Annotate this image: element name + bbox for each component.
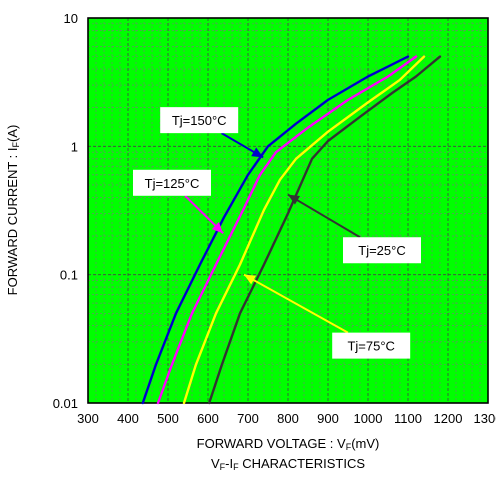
annotation-label: Tj=125°C — [145, 176, 200, 191]
annotation-label: Tj=150°C — [172, 113, 227, 128]
annotation-label: Tj=75°C — [347, 339, 394, 354]
annotations: Tj=150°C Tj=125°C Tj=25°C Tj=75°C — [133, 107, 421, 359]
x-tick-label: 900 — [317, 411, 339, 426]
x-axis-label: FORWARD VOLTAGE : VF(mV) — [196, 436, 380, 452]
y-tick-label: 0.01 — [53, 396, 78, 411]
annotation-arrowhead — [244, 274, 257, 285]
annotation-arrowhead — [288, 194, 301, 205]
x-tick-label: 700 — [237, 411, 259, 426]
y-axis-label-wrap: FORWARD CURRENT : IF(A) — [0, 40, 26, 380]
x-tick-label: 400 — [117, 411, 139, 426]
x-tick-label: 1100 — [394, 411, 422, 426]
annotation-arrow-line — [243, 273, 349, 334]
y-tick-label: 10 — [64, 11, 78, 26]
series-line — [207, 55, 442, 405]
x-tick-label: 1200 — [434, 411, 463, 426]
annotation-label: Tj=25°C — [358, 243, 405, 258]
series-group — [141, 55, 442, 405]
x-tick-label: 300 — [77, 411, 99, 426]
annotation-label-box — [332, 332, 411, 359]
annotation-arrow-line — [287, 193, 361, 239]
annotation-label-box — [160, 107, 239, 134]
y-axis-label: FORWARD CURRENT : IF(A) — [5, 124, 21, 296]
chart-caption: VF-IF CHARACTERISTICS — [210, 456, 366, 472]
annotation-arrowhead — [211, 222, 224, 234]
series-line — [141, 55, 410, 405]
y-tick-label: 1 — [71, 139, 78, 154]
annotation-label-box — [133, 169, 211, 196]
annotation-label-box — [343, 237, 421, 264]
x-tick-label: 500 — [157, 411, 179, 426]
x-tick-label: 1000 — [354, 411, 383, 426]
y-tick-label: 0.1 — [60, 268, 78, 283]
x-tick-label: 800 — [277, 411, 299, 426]
series-line — [182, 55, 426, 405]
plot-frame — [87, 17, 489, 404]
x-tick-label: 600 — [197, 411, 219, 426]
annotation-arrowhead — [251, 147, 264, 158]
series-line — [156, 55, 418, 405]
